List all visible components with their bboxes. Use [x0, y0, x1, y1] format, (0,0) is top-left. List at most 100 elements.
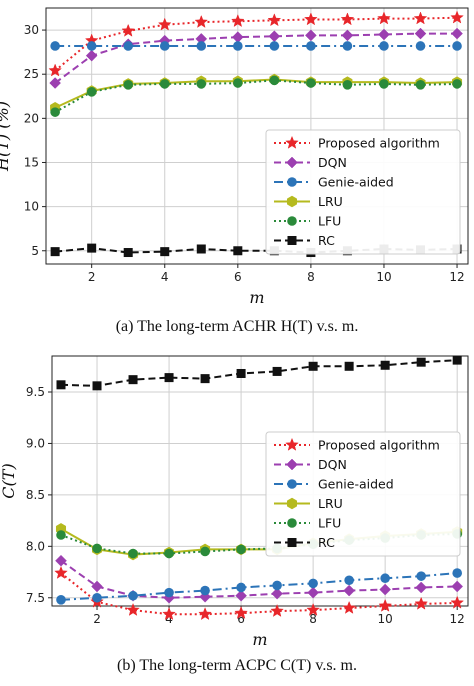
series-line: [60, 532, 458, 555]
data-point: [234, 606, 248, 620]
data-point: [50, 107, 60, 117]
data-point: [56, 595, 66, 605]
data-point: [304, 12, 318, 26]
data-point: [236, 544, 246, 555]
legend-box: [265, 129, 461, 255]
legend-label: LRU: [318, 496, 343, 511]
legend-marker: [286, 497, 298, 510]
data-point: [267, 13, 282, 27]
x-tick-label: 2: [93, 612, 101, 626]
legend-label: RC: [318, 233, 335, 248]
data-point: [92, 543, 102, 554]
data-point: [123, 80, 134, 90]
x-tick-label: 4: [165, 612, 173, 626]
series-line: [54, 32, 458, 84]
legend-marker: [285, 437, 299, 451]
data-point: [194, 14, 209, 28]
data-point: [306, 78, 316, 88]
data-point: [121, 23, 136, 37]
series-genie-aided: [56, 568, 462, 605]
data-point: [92, 381, 102, 391]
data-point: [200, 585, 210, 596]
data-point: [378, 28, 390, 41]
y-tick-label: 30: [24, 23, 39, 37]
data-point: [451, 580, 464, 593]
series-line: [60, 572, 458, 601]
data-point: [56, 380, 66, 390]
data-point: [450, 10, 464, 24]
data-point: [268, 30, 281, 43]
series-line: [54, 78, 458, 109]
y-tick-label: 5: [31, 244, 39, 258]
data-point: [269, 75, 280, 86]
series-proposed-algorithm: [54, 565, 465, 621]
data-point: [159, 79, 170, 89]
legend-label: LFU: [318, 516, 341, 531]
data-point: [196, 244, 206, 254]
legend: Proposed algorithm DQN Genie-aided LRU LFU RC: [265, 431, 461, 557]
figure-caption: (b) The long-term ACPC C(T) v.s. m.: [117, 657, 357, 674]
legend-box: [265, 431, 461, 557]
data-point: [85, 49, 98, 62]
legend-marker: [287, 236, 297, 245]
y-tick-label: 15: [24, 155, 39, 169]
series-line: [54, 16, 458, 72]
x-tick-label: 2: [88, 270, 96, 284]
data-point: [128, 590, 138, 601]
y-tick-label: 9.0: [26, 436, 45, 450]
data-point: [413, 11, 428, 25]
series-line: [60, 359, 458, 387]
y-tick-label: 9.5: [26, 385, 45, 399]
data-point: [87, 243, 97, 253]
y-axis-label: C(T): [0, 463, 18, 498]
data-point: [198, 607, 212, 621]
legend-label: Proposed algorithm: [318, 136, 440, 151]
data-point: [233, 246, 243, 256]
legend-marker: [287, 479, 297, 489]
data-point: [128, 375, 138, 385]
legend-label: Genie-aided: [318, 175, 394, 190]
data-point: [451, 27, 463, 40]
data-point: [307, 586, 319, 599]
data-point: [306, 41, 316, 51]
data-point: [308, 578, 318, 589]
data-point: [164, 548, 174, 559]
y-tick-label: 10: [24, 200, 39, 214]
data-point: [236, 368, 246, 378]
legend-label: LFU: [318, 214, 341, 229]
data-point: [344, 575, 354, 586]
data-point: [270, 603, 284, 617]
data-point: [159, 41, 170, 51]
data-point: [343, 584, 355, 597]
plot-frame: [51, 355, 469, 607]
data-point: [452, 41, 462, 51]
figure-caption: (a) The long-term ACHR H(T) v.s. m.: [116, 318, 359, 335]
x-axis-label: m: [249, 288, 264, 307]
data-point: [342, 600, 356, 614]
data-point: [48, 63, 62, 77]
x-tick-label: 6: [234, 270, 242, 284]
data-point: [126, 602, 140, 616]
y-tick-label: 8.0: [26, 539, 45, 553]
data-point: [50, 41, 60, 51]
data-point: [200, 546, 210, 557]
data-point: [377, 11, 391, 25]
x-tick-label: 4: [161, 270, 169, 284]
series-lfu: [50, 75, 462, 117]
data-point: [272, 366, 282, 376]
data-point: [341, 29, 354, 42]
legend-label: Proposed algorithm: [318, 438, 440, 453]
data-point: [56, 530, 66, 540]
series-line: [54, 79, 458, 114]
data-point: [342, 41, 353, 51]
series-lru: [50, 73, 463, 114]
data-point: [235, 589, 247, 602]
legend-label: RC: [318, 535, 335, 550]
chart-1: 2 4 6 8 10 12 5 10 15 20 25 30 m H(T) (%) Proposed alg…: [0, 7, 469, 335]
data-point: [271, 587, 283, 600]
legend-marker: [287, 216, 297, 226]
data-point: [306, 602, 320, 616]
y-tick-label: 7.5: [26, 591, 45, 605]
data-point: [236, 582, 246, 593]
